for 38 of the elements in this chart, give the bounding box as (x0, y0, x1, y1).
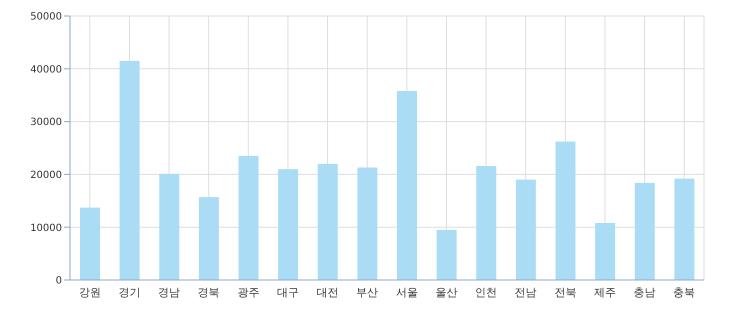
bar (556, 142, 576, 280)
x-tick-label: 광주 (237, 286, 260, 299)
y-tick-label: 0 (56, 276, 62, 287)
y-tick-label: 40000 (30, 64, 62, 76)
x-tick-label: 충남 (634, 286, 656, 299)
y-tick-label: 30000 (30, 117, 62, 128)
bar (674, 178, 694, 280)
x-tick-label: 경기 (118, 286, 140, 299)
bar (198, 197, 219, 280)
bar (476, 166, 496, 280)
x-tick-label: 충북 (673, 286, 696, 299)
x-tick-label: 대구 (276, 286, 299, 299)
bar (238, 156, 258, 280)
bar (80, 208, 100, 280)
y-tick-label: 10000 (30, 222, 62, 234)
x-tick-label: 울산 (435, 286, 458, 299)
bar (634, 182, 655, 280)
x-tick-label: 대전 (316, 286, 339, 299)
bar (397, 90, 417, 280)
x-tick-label: 전북 (554, 286, 576, 299)
x-tick-label: 강원 (78, 286, 101, 299)
bar (357, 168, 378, 280)
bar (436, 230, 457, 280)
y-tick-label: 20000 (30, 170, 62, 181)
y-tick-label: 50000 (30, 12, 62, 23)
x-tick-label: 경북 (198, 286, 220, 299)
x-tick-label: 경남 (158, 286, 180, 299)
bar (516, 180, 536, 280)
x-tick-label: 서울 (396, 286, 418, 299)
bar (595, 222, 616, 280)
x-tick-label: 전남 (514, 286, 537, 299)
bar (159, 174, 180, 280)
x-tick-label: 인천 (475, 286, 498, 299)
bar (120, 60, 140, 280)
x-tick-label: 제주 (594, 286, 616, 299)
bar (318, 164, 338, 280)
bar (278, 169, 298, 280)
x-tick-label: 부산 (356, 286, 378, 299)
